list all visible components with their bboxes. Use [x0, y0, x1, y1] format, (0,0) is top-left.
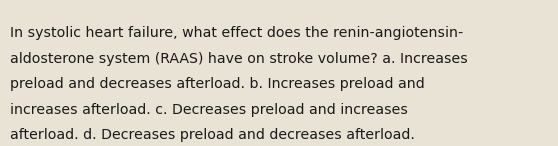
Text: In systolic heart failure, what effect does the renin-angiotensin-: In systolic heart failure, what effect d…: [10, 26, 463, 40]
Text: aldosterone system (RAAS) have on stroke volume? a. Increases: aldosterone system (RAAS) have on stroke…: [10, 52, 468, 66]
Text: afterload. d. Decreases preload and decreases afterload.: afterload. d. Decreases preload and decr…: [10, 128, 415, 142]
Text: increases afterload. c. Decreases preload and increases: increases afterload. c. Decreases preloa…: [10, 103, 408, 117]
Text: preload and decreases afterload. b. Increases preload and: preload and decreases afterload. b. Incr…: [10, 77, 425, 91]
